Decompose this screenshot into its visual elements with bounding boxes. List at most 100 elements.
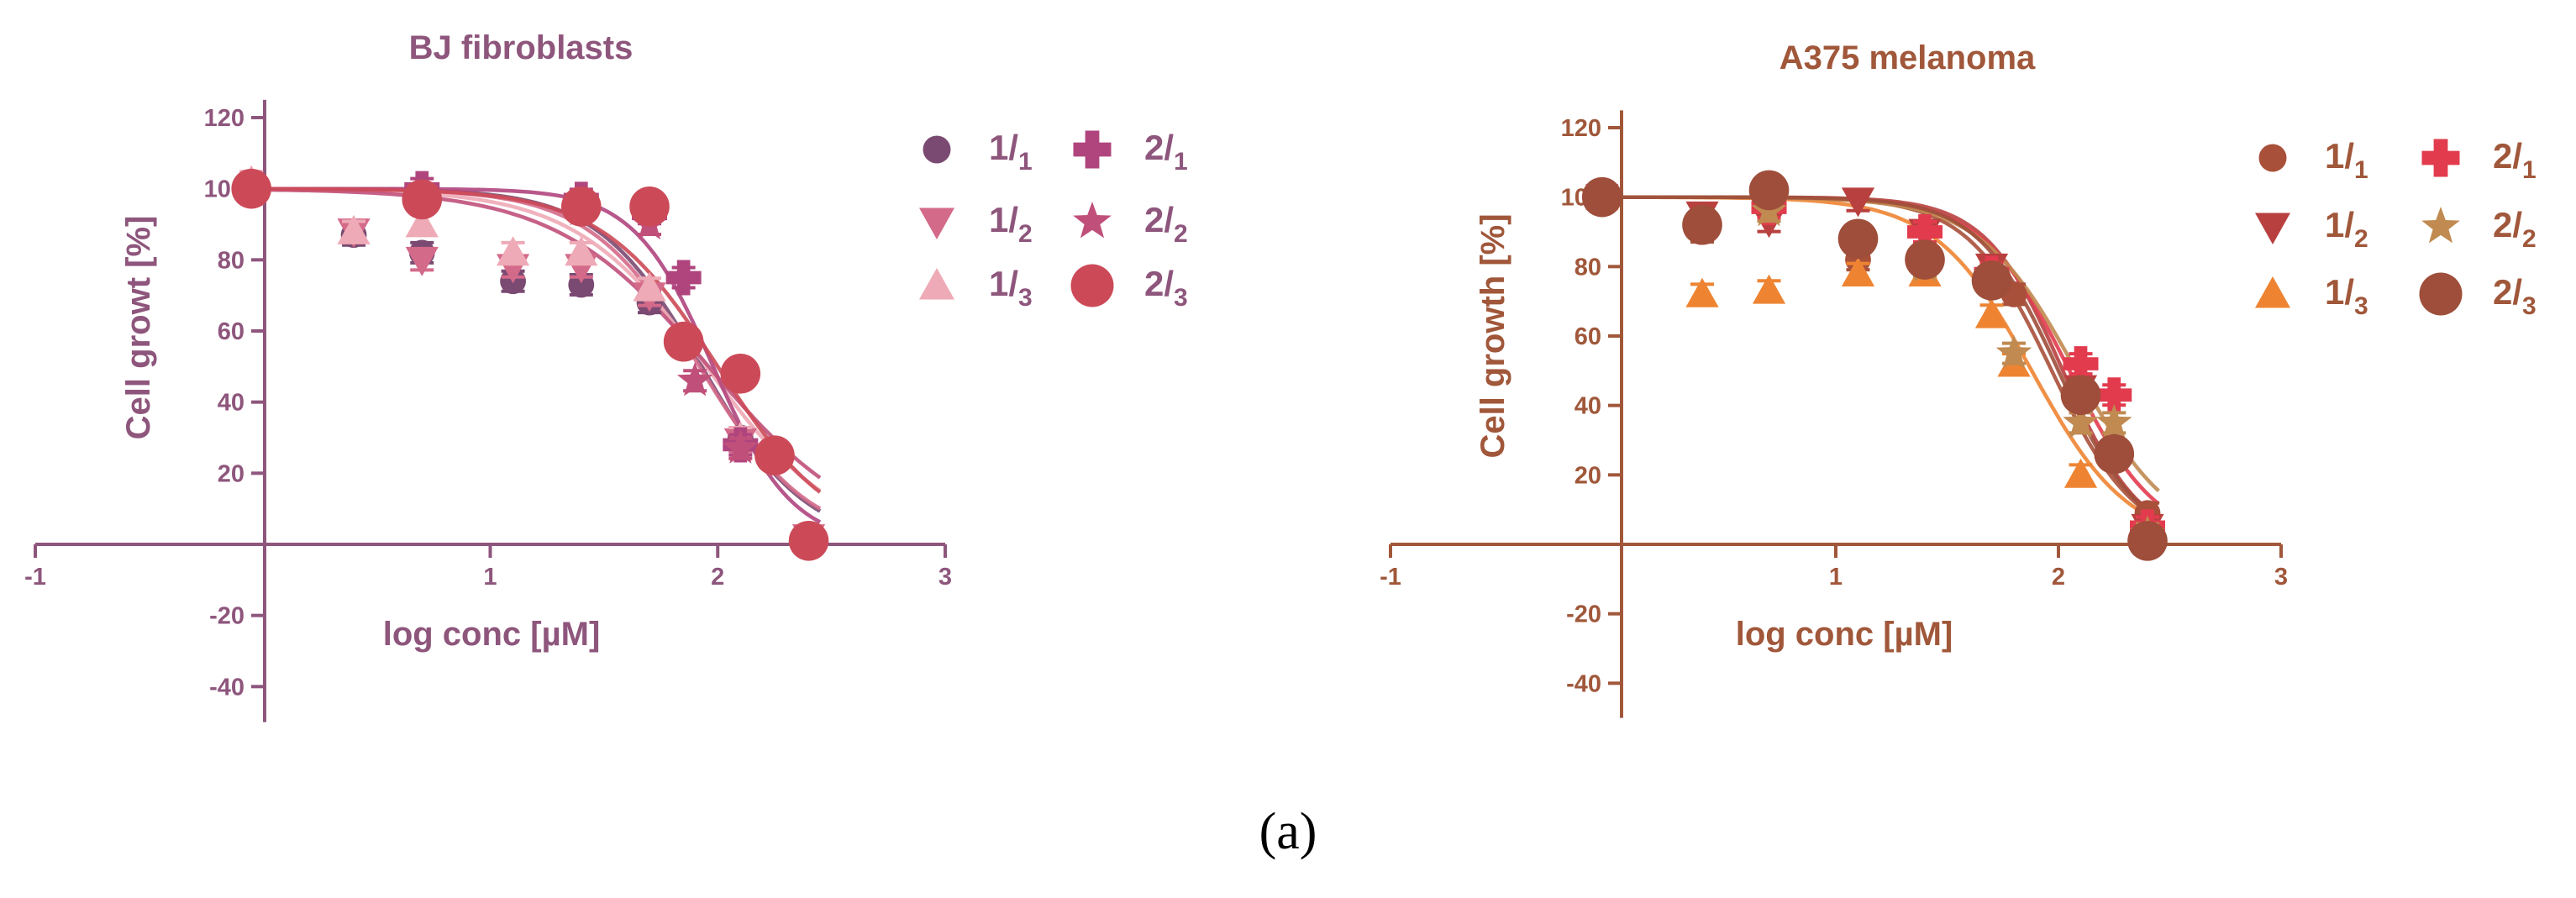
- legend-label-sub: 1: [1018, 148, 1033, 176]
- legend-marker: [919, 207, 954, 239]
- legend-label-sub: 3: [1018, 284, 1033, 312]
- data-point-2-3: [754, 435, 795, 475]
- x-tick-label: -1: [24, 564, 46, 591]
- legend-label: 1/2: [989, 200, 1033, 248]
- y-tick-label: 20: [1575, 462, 1601, 489]
- x-tick-label: 1: [1829, 564, 1843, 591]
- legend-label: 1/1: [989, 128, 1033, 176]
- legend-marker: [2255, 213, 2290, 244]
- data-point-2-3: [663, 321, 704, 362]
- legend-label-sub: 2: [2354, 225, 2368, 253]
- data-point-2-3: [402, 179, 443, 220]
- data-point-2-3: [2127, 521, 2168, 561]
- legend-entry-2-3: 2/3: [2419, 272, 2537, 320]
- y-tick-label: 20: [218, 460, 244, 487]
- data-point-1-3: [337, 214, 371, 244]
- data-point-2-2: [1995, 334, 2032, 369]
- legend-entry-2-2: 2/2: [2421, 205, 2537, 253]
- legend-entry-2-3: 2/3: [1070, 264, 1188, 312]
- x-tick-label: 2: [711, 564, 724, 591]
- legend-label-main: 1/: [989, 128, 1018, 167]
- y-tick-label: 120: [204, 105, 244, 132]
- legend-label-main: 2/: [1144, 128, 1174, 167]
- legend-marker: [923, 135, 951, 164]
- data-point-2-1: [2096, 377, 2132, 413]
- legend-label: 2/1: [1144, 128, 1188, 176]
- y-tick-label: 40: [218, 390, 244, 417]
- legend-label-sub: 3: [2522, 292, 2537, 320]
- legend-label-main: 2/: [2493, 205, 2522, 244]
- legend-label: 2/3: [2493, 272, 2537, 320]
- data-point-2-3: [2060, 375, 2101, 416]
- data-point-1-3: [1974, 298, 2009, 328]
- y-tick-label: -40: [1566, 670, 1601, 697]
- legend-label-main: 2/: [2493, 272, 2522, 312]
- x-tick-label: 3: [2274, 564, 2288, 591]
- legend-label-sub: 1: [2354, 156, 2368, 184]
- legend-label: 2/2: [1144, 200, 1188, 248]
- chart-panel-a375-melanoma: A375 melanoma-1 1 2 3-40-2020406080100120lo…: [1380, 39, 2537, 718]
- legend-entry-1-1: 1/1: [2258, 136, 2368, 184]
- legend-label: 2/3: [1144, 264, 1188, 312]
- data-point-1-3: [1841, 257, 1875, 286]
- legend-label-main: 2/: [1144, 200, 1174, 239]
- legend-entry-1-3: 1/3: [919, 264, 1033, 312]
- data-point-1-3: [496, 236, 530, 266]
- legend-entry-1-3: 1/3: [2255, 272, 2368, 320]
- x-axis-label: log conc [µM]: [1736, 616, 1953, 653]
- data-point-1-2: [1841, 187, 1875, 218]
- y-tick-label: 80: [218, 247, 244, 274]
- legend-label: 2/2: [2493, 205, 2537, 253]
- legend-marker: [1070, 264, 1114, 307]
- legend-marker: [1073, 202, 1112, 239]
- legend-label-sub: 1: [2522, 156, 2537, 184]
- figure-caption: (a): [1259, 803, 1317, 860]
- legend-label-sub: 1: [1174, 148, 1188, 176]
- data-point-1-2: [405, 246, 439, 276]
- legend-label-sub: 3: [2354, 292, 2368, 320]
- y-tick-label: 60: [1575, 323, 1601, 350]
- data-point-1-3: [405, 207, 439, 238]
- legend-label-sub: 2: [1174, 220, 1188, 248]
- x-tick-label: 2: [2052, 564, 2065, 591]
- legend-marker: [2421, 207, 2460, 244]
- y-tick-label: 60: [218, 318, 244, 345]
- data-point-2-3: [1837, 218, 1879, 260]
- data-point-1-3: [565, 236, 598, 266]
- y-tick-label: 120: [1561, 115, 1601, 142]
- data-point-2-1: [2063, 346, 2099, 382]
- data-point-2-2: [676, 361, 713, 396]
- data-point-2-3: [1748, 170, 1790, 211]
- data-point-1-3: [1752, 274, 1786, 304]
- legend-label: 1/3: [2325, 272, 2368, 320]
- legend-label-main: 1/: [2325, 136, 2354, 176]
- y-axis-label: Cell growth [%]: [1475, 213, 1511, 458]
- x-tick-label: 3: [938, 564, 952, 591]
- data-point-1-3: [2063, 458, 2098, 488]
- data-point-2-3: [561, 186, 602, 227]
- legend-entry-2-1: 2/1: [2421, 136, 2537, 184]
- data-point-2-3: [720, 354, 761, 394]
- data-point-2-1: [1907, 214, 1943, 249]
- y-axis-label: Cell growt [%]: [120, 216, 157, 440]
- chart-title: A375 melanoma: [1780, 39, 2036, 76]
- legend-entry-2-2: 2/2: [1073, 200, 1188, 248]
- data-point-2-3: [629, 186, 670, 227]
- data-point-2-2: [2095, 403, 2132, 438]
- y-tick-label: 40: [1575, 393, 1601, 420]
- legend-label-main: 2/: [1144, 264, 1174, 303]
- legend-label-sub: 2: [2522, 225, 2537, 253]
- data-point-2-2: [723, 429, 759, 464]
- legend-label: 2/1: [2493, 136, 2537, 184]
- legend-label-main: 2/: [2493, 136, 2522, 176]
- legend-label-main: 1/: [989, 264, 1018, 303]
- legend-marker: [919, 268, 954, 300]
- y-tick-label: -20: [209, 603, 244, 630]
- data-point-2-1: [665, 260, 702, 296]
- legend-label-sub: 3: [1174, 284, 1188, 312]
- y-tick-label: -20: [1566, 601, 1601, 628]
- data-point-2-3: [1971, 260, 2012, 301]
- data-point-2-2: [2063, 403, 2099, 438]
- data-point-2-3: [1905, 239, 1945, 280]
